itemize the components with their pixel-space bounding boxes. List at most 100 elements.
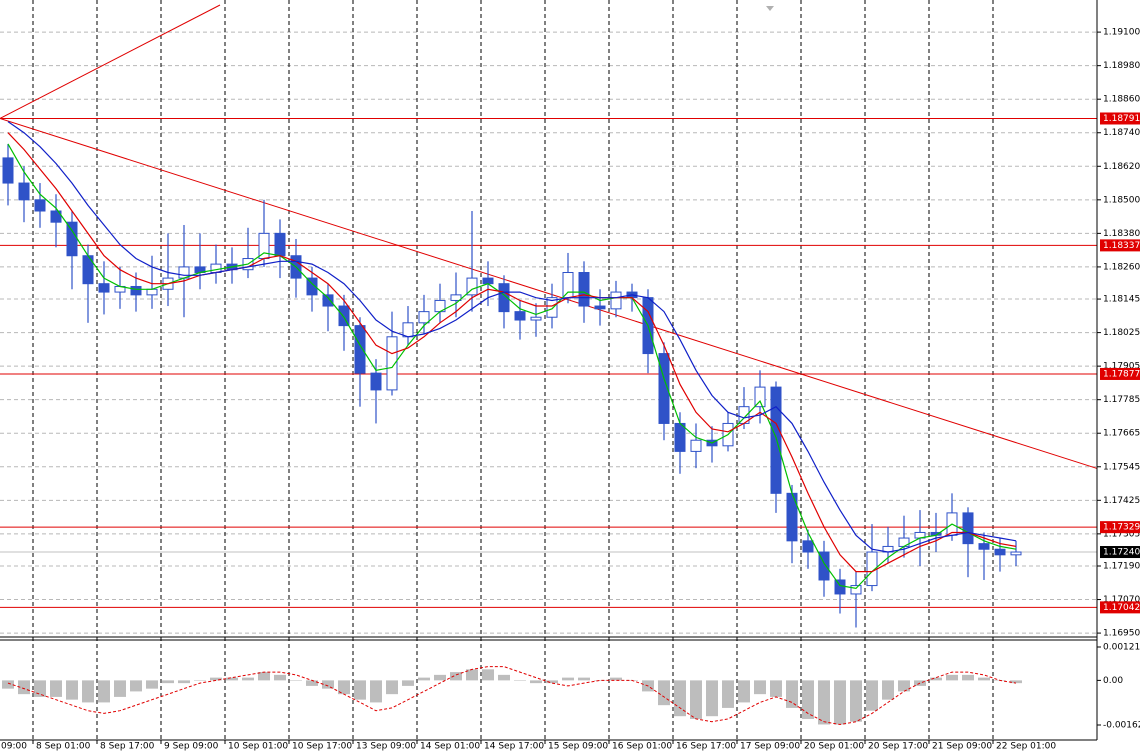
osc-bar xyxy=(594,680,606,681)
candle-body xyxy=(146,288,158,296)
osc-bar xyxy=(562,677,574,681)
osc-bar xyxy=(194,680,206,681)
level-label-box xyxy=(1100,601,1140,614)
osc-bar xyxy=(978,677,990,681)
candle-body xyxy=(338,305,350,327)
osc-bar xyxy=(402,680,414,686)
candle-body xyxy=(962,512,974,545)
trendline xyxy=(0,118,1098,469)
candle-body xyxy=(370,372,382,391)
osc-bar xyxy=(706,680,718,717)
osc-bar xyxy=(370,680,382,703)
osc-bar xyxy=(354,680,366,700)
level-label: 1.17042 xyxy=(1103,603,1140,613)
candle-body xyxy=(274,232,286,257)
x-tick-label: 10 Sep 17:00 xyxy=(292,742,352,752)
candle-body xyxy=(834,579,846,595)
level-label: 1.17329 xyxy=(1103,523,1140,533)
osc-bar xyxy=(258,672,270,681)
level-label-box xyxy=(1100,239,1140,252)
osc-bar xyxy=(530,680,542,684)
x-tick-label: 15 Sep 09:00 xyxy=(548,742,608,752)
candle-body xyxy=(418,311,430,324)
candle-body xyxy=(850,585,862,595)
osc-bar xyxy=(514,680,526,681)
osc-bar xyxy=(34,680,46,697)
osc-bar xyxy=(658,680,670,706)
candle-body xyxy=(674,422,686,452)
candle-body xyxy=(18,182,30,201)
x-tick-label: 16 Sep 01:00 xyxy=(612,742,672,752)
y-tick-label: 1.16950 xyxy=(1103,629,1140,639)
osc-bar xyxy=(1010,680,1022,684)
osc-bar xyxy=(434,674,446,681)
candle-body xyxy=(818,551,830,581)
osc-bar xyxy=(290,680,302,681)
x-tick-label: 8 Sep 17:00 xyxy=(100,742,155,752)
candle-body xyxy=(450,294,462,301)
x-tick-label: 14 Sep 17:00 xyxy=(484,742,544,752)
osc-bar xyxy=(242,677,254,681)
candle-body xyxy=(514,311,526,321)
candle-body xyxy=(466,277,478,296)
y-tick-label: 1.17905 xyxy=(1103,362,1140,372)
osc-bar xyxy=(754,680,766,695)
candle-body xyxy=(210,263,222,274)
osc-bar xyxy=(98,680,110,703)
candle-body xyxy=(354,325,366,374)
candle-body xyxy=(978,543,990,550)
x-tick-label: 17 Sep 09:00 xyxy=(740,742,800,752)
y-tick-label: 1.18500 xyxy=(1103,195,1140,205)
candle-body xyxy=(658,353,670,424)
x-tick-label: 20 Sep 01:00 xyxy=(804,742,864,752)
y-tick-label: 1.18860 xyxy=(1103,95,1140,105)
y-tick-label: 1.18025 xyxy=(1103,328,1140,338)
osc-bar xyxy=(578,677,590,681)
candle-body xyxy=(482,277,494,285)
osc-bar xyxy=(2,680,14,689)
osc-bar xyxy=(930,677,942,681)
candle-body xyxy=(802,540,814,553)
grid xyxy=(0,0,1097,740)
moving-average xyxy=(7,132,1017,573)
candle-body xyxy=(130,285,142,296)
osc-bar xyxy=(162,680,174,684)
level-label: 1.17877 xyxy=(1103,369,1140,379)
osc-tick-label: 0.00 xyxy=(1103,676,1123,686)
trendline xyxy=(0,4,221,119)
osc-bar xyxy=(674,680,686,717)
osc-bar xyxy=(114,680,126,697)
level-label: 1.18337 xyxy=(1103,241,1140,251)
candle-body xyxy=(306,277,318,296)
y-tick-label: 1.18740 xyxy=(1103,128,1140,138)
osc-bar xyxy=(962,674,974,681)
y-tick-label: 1.17545 xyxy=(1103,462,1140,472)
osc-tick-label: 0.001211 xyxy=(1103,643,1140,653)
osc-bar xyxy=(770,680,782,697)
osc-bar xyxy=(130,680,142,692)
moving-average xyxy=(7,121,1017,553)
candle-body xyxy=(594,305,606,310)
candle-body xyxy=(530,316,542,321)
plot xyxy=(0,4,1098,726)
x-tick-label: 9 Sep 09:00 xyxy=(164,742,219,752)
y-tick-label: 1.18620 xyxy=(1103,162,1140,172)
candle-body xyxy=(2,157,14,184)
y-tick-label: 1.18145 xyxy=(1103,295,1140,305)
shift-marker xyxy=(766,6,774,11)
y-tick-label: 1.17190 xyxy=(1103,562,1140,572)
osc-bar xyxy=(898,680,910,692)
osc-tick-label: -0.00162 xyxy=(1103,721,1140,731)
osc-bar xyxy=(418,677,430,681)
y-tick-label: 1.19100 xyxy=(1103,28,1140,38)
osc-bar xyxy=(882,680,894,700)
osc-bar xyxy=(498,674,510,681)
osc-bar xyxy=(450,672,462,681)
candle-body xyxy=(322,294,334,307)
osc-bar xyxy=(466,669,478,681)
y-tick-label: 1.18260 xyxy=(1103,262,1140,272)
candle-body xyxy=(754,386,766,408)
